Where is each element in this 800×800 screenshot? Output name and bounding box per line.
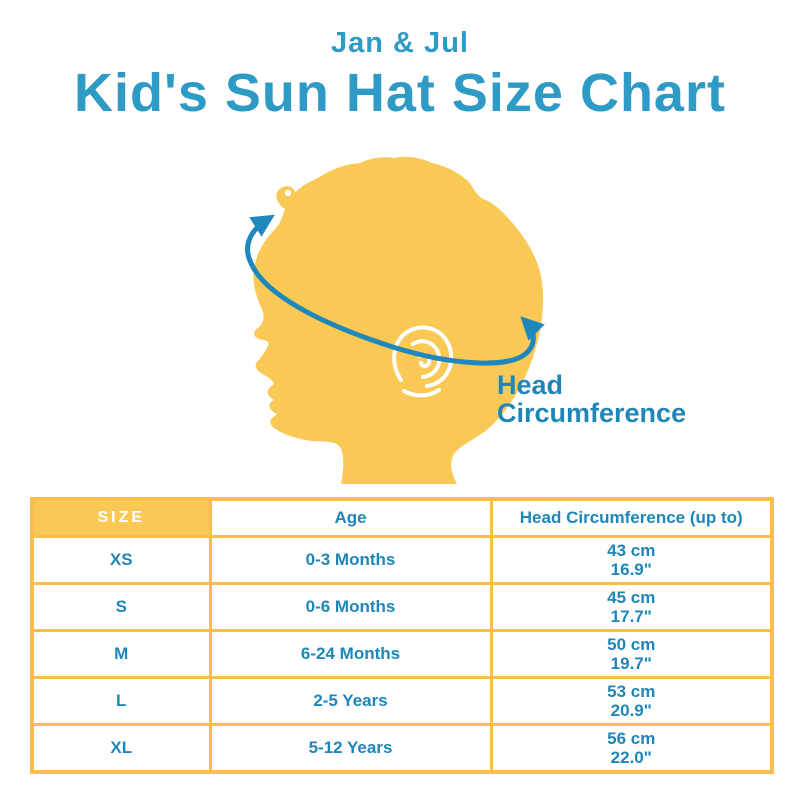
- size-cell: XS: [30, 534, 212, 585]
- circumference-cm: 45 cm: [607, 587, 656, 607]
- table-row: M 6-24 Months 50 cm 19.7": [30, 628, 774, 679]
- age-cell: 0-3 Months: [208, 534, 493, 585]
- brand-name: Jan & Jul: [331, 27, 469, 59]
- table-row: S 0-6 Months 45 cm 17.7": [30, 581, 774, 632]
- size-cell: S: [30, 581, 212, 632]
- circumference-cm: 43 cm: [607, 540, 656, 560]
- circumference-inches: 17.7": [610, 606, 652, 626]
- circumference-inches: 19.7": [610, 653, 652, 673]
- circumference-cell: 50 cm 19.7": [489, 628, 774, 679]
- column-header-circumference: Head Circumference (up to): [489, 497, 774, 538]
- size-cell: XL: [30, 722, 212, 773]
- circumference-cm: 56 cm: [607, 728, 656, 748]
- age-cell: 6-24 Months: [208, 628, 493, 679]
- table-row: L 2-5 Years 53 cm 20.9": [30, 675, 774, 726]
- age-cell: 0-6 Months: [208, 581, 493, 632]
- column-header-age: Age: [208, 497, 493, 538]
- hair-curl-detail: [284, 189, 292, 197]
- head-illustration: [245, 156, 545, 485]
- head-circumference-label: Head Circumference: [497, 371, 686, 427]
- age-cell: 2-5 Years: [208, 675, 493, 726]
- table-row: XS 0-3 Months 43 cm 16.9": [30, 534, 774, 585]
- circumference-cell: 45 cm 17.7": [489, 581, 774, 632]
- table-header-row: SIZE Age Head Circumference (up to): [30, 497, 774, 538]
- size-table: SIZE Age Head Circumference (up to) XS 0…: [30, 497, 774, 774]
- column-header-size: SIZE: [30, 497, 212, 538]
- circumference-cm: 53 cm: [607, 681, 656, 701]
- circumference-inches: 16.9": [610, 559, 652, 579]
- head-circumference-label-line2: Circumference: [497, 398, 687, 428]
- circumference-cell: 43 cm 16.9": [489, 534, 774, 585]
- page-title: Kid's Sun Hat Size Chart: [74, 63, 726, 123]
- size-cell: M: [30, 628, 212, 679]
- child-head-silhouette-icon: [253, 156, 544, 485]
- head-circumference-arrow-icon: [245, 214, 545, 366]
- table-row: XL 5-12 Years 56 cm 22.0": [30, 722, 774, 773]
- circumference-cell: 53 cm 20.9": [489, 675, 774, 726]
- circumference-cm: 50 cm: [607, 634, 656, 654]
- circumference-inches: 22.0": [610, 747, 652, 767]
- size-cell: L: [30, 675, 212, 726]
- circumference-cell: 56 cm 22.0": [489, 722, 774, 773]
- age-cell: 5-12 Years: [208, 722, 493, 773]
- circumference-inches: 20.9": [610, 700, 652, 720]
- head-circumference-label-line1: Head: [497, 370, 564, 400]
